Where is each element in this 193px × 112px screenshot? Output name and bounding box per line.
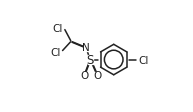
Text: O: O [93,71,101,81]
Text: Cl: Cl [53,24,63,34]
Polygon shape [82,72,86,79]
Text: Cl: Cl [139,55,149,65]
Text: Cl: Cl [50,47,60,57]
Text: O: O [80,71,88,81]
Polygon shape [84,44,88,51]
Text: N: N [82,43,90,53]
Polygon shape [88,56,93,64]
Text: S: S [86,54,94,66]
Polygon shape [95,72,99,79]
